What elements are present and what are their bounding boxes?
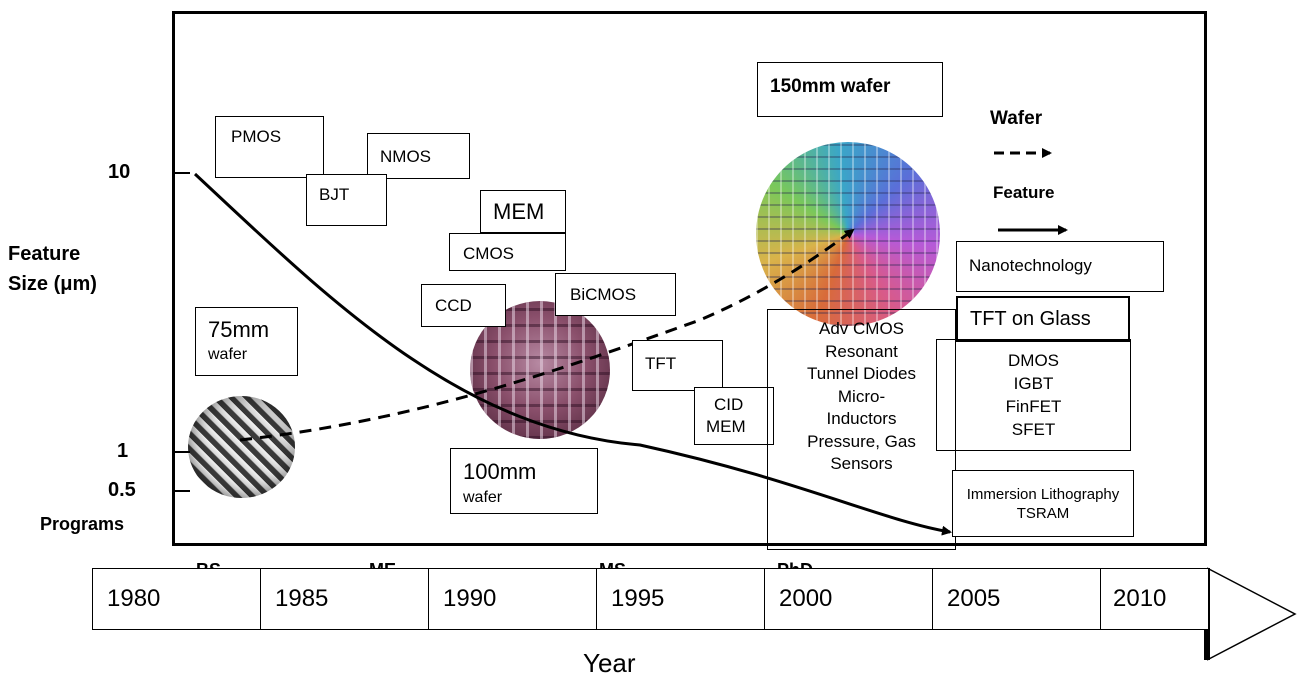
nanotechnology-label: Nanotechnology bbox=[969, 256, 1092, 275]
pmos-label: PMOS bbox=[231, 127, 282, 146]
wafer-100mm-box: 100mm wafer bbox=[450, 448, 598, 514]
tft-on-glass-box: TFT on Glass bbox=[956, 296, 1130, 342]
igbt: IGBT bbox=[1013, 374, 1054, 393]
y-tick-1: 1 bbox=[117, 440, 129, 462]
immersion-lithography-box: Immersion Lithography TSRAM bbox=[952, 470, 1134, 537]
immersion-lithography-label: Immersion Lithography bbox=[966, 486, 1120, 503]
y-tick-10: 10 bbox=[108, 161, 131, 183]
wafer-100mm-word: wafer bbox=[463, 489, 503, 506]
year-1985: 1985 bbox=[260, 568, 428, 630]
sfet: SFET bbox=[1011, 420, 1056, 439]
mem-label: MEM bbox=[493, 199, 545, 224]
feature-size-curve bbox=[193, 172, 952, 536]
cid-mem-box: CID MEM bbox=[694, 387, 774, 445]
year-1990: 1990 bbox=[428, 568, 596, 630]
advanced-tech-box: Adv CMOS Resonant Tunnel Diodes Micro- I… bbox=[767, 309, 956, 550]
nmos-label: NMOS bbox=[380, 147, 431, 166]
nmos-box: NMOS bbox=[367, 133, 470, 179]
bicmos-label: BiCMOS bbox=[570, 285, 637, 304]
wafer-150mm-box: 150mm wafer bbox=[757, 62, 943, 117]
diagram-frame bbox=[172, 11, 1207, 546]
timeline-arrow-head bbox=[1206, 567, 1297, 661]
ccd-label: CCD bbox=[435, 296, 472, 315]
bjt-box: BJT bbox=[306, 174, 387, 226]
year-1980: 1980 bbox=[92, 568, 260, 630]
wafer-75mm-box: 75mm wafer bbox=[195, 307, 298, 376]
y-axis-label-line1: Feature bbox=[8, 243, 81, 265]
advanced-tech-list: Adv CMOS Resonant Tunnel Diodes Micro- I… bbox=[768, 318, 955, 476]
mem-box: MEM bbox=[480, 190, 566, 233]
tsram-label: TSRAM bbox=[1016, 505, 1070, 522]
wafer-150mm-label: 150mm wafer bbox=[770, 76, 891, 97]
wafer-75mm-size: 75mm bbox=[208, 317, 270, 342]
power-devices-box: DMOS IGBT FinFET SFET bbox=[936, 339, 1131, 451]
bicmos-box: BiCMOS bbox=[555, 273, 676, 316]
year-1995: 1995 bbox=[596, 568, 764, 630]
power-devices-list: DMOS IGBT FinFET SFET bbox=[937, 349, 1130, 441]
year-2005: 2005 bbox=[932, 568, 1100, 630]
micro: Micro- bbox=[837, 386, 886, 406]
wafer-75mm-photo bbox=[188, 396, 295, 498]
dmos: DMOS bbox=[1008, 351, 1059, 370]
tft-label: TFT bbox=[645, 354, 677, 373]
pressure-gas: Pressure, Gas bbox=[807, 431, 916, 451]
finfet: FinFET bbox=[1005, 397, 1062, 416]
immersion-lithography-text: Immersion Lithography TSRAM bbox=[953, 485, 1133, 523]
wafer-150mm-photo bbox=[756, 142, 940, 326]
ccd-box: CCD bbox=[421, 284, 506, 327]
wafer-100mm-size: 100mm bbox=[463, 459, 537, 484]
tunnel-diodes: Tunnel Diodes bbox=[807, 364, 916, 383]
bjt-label: BJT bbox=[319, 185, 350, 204]
y-tick-0-5: 0.5 bbox=[108, 479, 136, 501]
cmos-label: CMOS bbox=[463, 244, 514, 263]
sensors: Sensors bbox=[830, 454, 893, 473]
tft-box: TFT bbox=[632, 340, 723, 391]
wafer-75mm-word: wafer bbox=[208, 346, 248, 363]
cid-label: CID bbox=[714, 395, 744, 414]
y-axis-label-line2: Size (μm) bbox=[8, 273, 97, 295]
cmos-box: CMOS bbox=[449, 233, 566, 271]
x-axis-label: Year bbox=[583, 648, 636, 678]
cid-mem-label: MEM bbox=[706, 417, 746, 436]
resonant: Resonant bbox=[825, 341, 898, 361]
programs-label: Programs bbox=[40, 514, 125, 534]
adv-cmos: Adv CMOS bbox=[818, 319, 905, 338]
year-2000: 2000 bbox=[764, 568, 932, 630]
pmos-box: PMOS bbox=[215, 116, 324, 178]
tft-on-glass-label: TFT on Glass bbox=[970, 308, 1091, 330]
legend-wafer-label: Wafer bbox=[990, 108, 1043, 129]
inductors: Inductors bbox=[826, 409, 897, 428]
year-2010: 2010 bbox=[1100, 568, 1208, 630]
legend-feature-label: Feature bbox=[993, 183, 1055, 202]
nanotechnology-box: Nanotechnology bbox=[956, 241, 1164, 292]
